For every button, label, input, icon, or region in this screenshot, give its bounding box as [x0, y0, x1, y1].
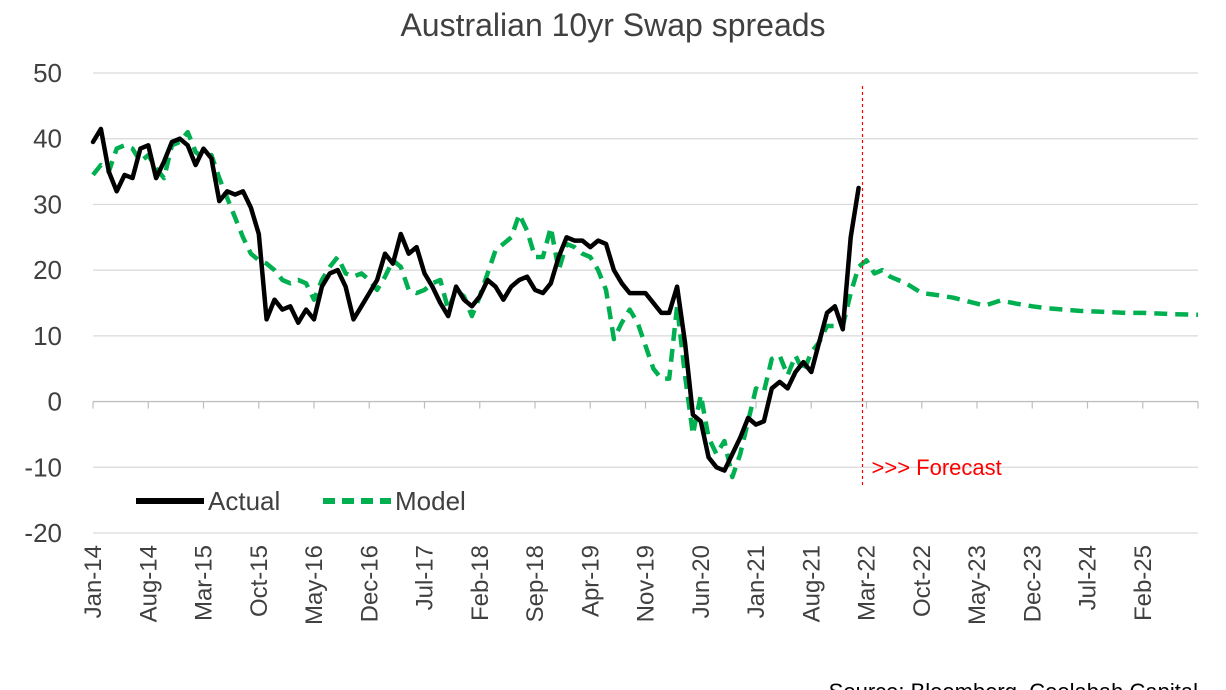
y-tick-label: 10 — [33, 321, 62, 351]
legend-label-model: Model — [395, 486, 466, 516]
x-tick-label: Jul-17 — [412, 545, 439, 610]
x-tick-label: Feb-18 — [467, 545, 494, 621]
x-tick-label: Feb-25 — [1130, 545, 1157, 621]
x-tick-label: Dec-23 — [1019, 545, 1046, 622]
x-tick-label: Jul-24 — [1075, 545, 1102, 610]
y-tick-label: 0 — [48, 387, 62, 417]
y-tick-label: 50 — [33, 58, 62, 88]
x-tick-label: Mar-22 — [854, 545, 881, 621]
x-axis: Jan-14 Aug-14 Mar-15 Oct-15 May-16 Dec-16 Jul-… — [80, 401, 1199, 625]
y-axis: -20 -10 0 10 20 30 40 50 — [24, 58, 62, 548]
series-line-model — [91, 129, 1199, 480]
x-tick-label: Dec-16 — [356, 545, 383, 622]
y-tick-label: 20 — [33, 255, 62, 285]
chart-title: Australian 10yr Swap spreads — [400, 7, 825, 43]
series-line-actual — [90, 126, 861, 473]
x-tick-label: Oct-22 — [909, 545, 936, 617]
x-tick-label: Aug-21 — [798, 545, 825, 622]
x-tick-label: Oct-15 — [246, 545, 273, 617]
x-tick-label: May-23 — [964, 545, 991, 625]
legend: Actual Model — [136, 486, 466, 516]
source-note: Source: Bloomberg, Coolabah Capital — [829, 679, 1198, 690]
y-tick-label: 30 — [33, 189, 62, 219]
x-tick-label: Apr-19 — [577, 545, 604, 617]
x-tick-label: May-16 — [301, 545, 328, 625]
x-tick-label: Jun-20 — [688, 545, 715, 618]
x-tick-label: Aug-14 — [135, 545, 162, 622]
x-tick-label: Jan-21 — [743, 545, 770, 618]
forecast-label: >>> Forecast — [872, 455, 1002, 480]
y-tick-label: -20 — [24, 518, 62, 548]
y-tick-label: 40 — [33, 124, 62, 154]
x-tick-label: Jan-14 — [80, 545, 107, 618]
x-tick-label: Sep-18 — [522, 545, 549, 622]
legend-label-actual: Actual — [208, 486, 280, 516]
series-lines — [90, 126, 1199, 480]
x-tick-label: Mar-15 — [191, 545, 218, 621]
forecast-marker: >>> Forecast — [861, 86, 1002, 488]
x-tick-label: Nov-19 — [633, 545, 660, 622]
y-tick-label: -10 — [24, 452, 62, 482]
